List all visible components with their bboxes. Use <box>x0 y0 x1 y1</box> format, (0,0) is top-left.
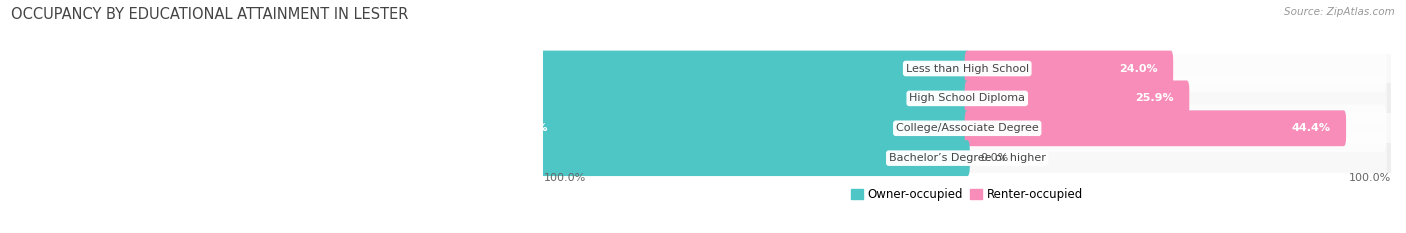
FancyBboxPatch shape <box>548 45 1386 93</box>
Text: Source: ZipAtlas.com: Source: ZipAtlas.com <box>1284 7 1395 17</box>
FancyBboxPatch shape <box>494 110 970 146</box>
Text: 55.6%: 55.6% <box>509 123 547 133</box>
FancyBboxPatch shape <box>548 75 1386 122</box>
Text: 25.9%: 25.9% <box>1136 93 1174 103</box>
Legend: Owner-occupied, Renter-occupied: Owner-occupied, Renter-occupied <box>846 184 1088 206</box>
Text: OCCUPANCY BY EDUCATIONAL ATTAINMENT IN LESTER: OCCUPANCY BY EDUCATIONAL ATTAINMENT IN L… <box>11 7 409 22</box>
Text: 24.0%: 24.0% <box>1119 64 1159 74</box>
Bar <box>544 83 1391 113</box>
FancyBboxPatch shape <box>965 80 1189 116</box>
Text: 44.4%: 44.4% <box>1292 123 1331 133</box>
Text: 74.1%: 74.1% <box>352 93 391 103</box>
Bar <box>544 143 1391 173</box>
Bar <box>544 113 1391 143</box>
FancyBboxPatch shape <box>965 110 1346 146</box>
FancyBboxPatch shape <box>321 51 970 86</box>
Bar <box>544 54 1391 83</box>
Text: 100.0%: 100.0% <box>132 153 179 163</box>
Text: 0.0%: 0.0% <box>980 153 1008 163</box>
Text: 100.0%: 100.0% <box>1348 173 1391 183</box>
FancyBboxPatch shape <box>336 80 970 116</box>
Text: Less than High School: Less than High School <box>905 64 1029 74</box>
FancyBboxPatch shape <box>548 104 1386 152</box>
Text: 76.0%: 76.0% <box>336 64 374 74</box>
Text: College/Associate Degree: College/Associate Degree <box>896 123 1039 133</box>
FancyBboxPatch shape <box>117 140 970 176</box>
FancyBboxPatch shape <box>548 134 1386 182</box>
Text: 100.0%: 100.0% <box>544 173 586 183</box>
Text: High School Diploma: High School Diploma <box>910 93 1025 103</box>
Text: Bachelor’s Degree or higher: Bachelor’s Degree or higher <box>889 153 1046 163</box>
FancyBboxPatch shape <box>965 51 1173 86</box>
